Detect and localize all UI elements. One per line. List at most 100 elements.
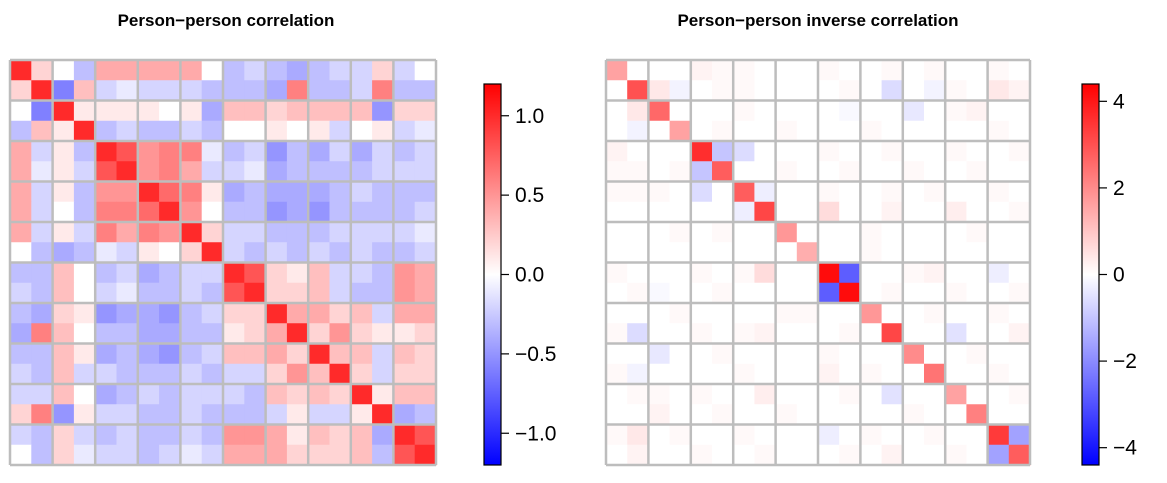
heatmap-cell bbox=[329, 181, 352, 203]
heatmap-cell bbox=[393, 181, 416, 203]
heatmap-cell bbox=[627, 80, 649, 101]
heatmap-cell bbox=[393, 444, 416, 466]
heatmap-grid-inverse-correlation bbox=[604, 58, 1032, 467]
heatmap-cell bbox=[223, 303, 245, 324]
heatmap-cell bbox=[648, 444, 670, 466]
heatmap-cell bbox=[31, 201, 53, 223]
heatmap-cell bbox=[95, 161, 117, 182]
heatmap-cell bbox=[10, 141, 32, 162]
heatmap-cell bbox=[223, 363, 245, 385]
heatmap-cell bbox=[223, 141, 245, 162]
heatmap-cell bbox=[945, 201, 967, 223]
heatmap-cell bbox=[308, 120, 330, 142]
chart-title-inverse-correlation: Person−person inverse correlation bbox=[677, 11, 958, 30]
heatmap-cell bbox=[606, 80, 628, 101]
heatmap-cell bbox=[116, 303, 139, 324]
heatmap-cell bbox=[775, 80, 798, 101]
heatmap-cell bbox=[95, 141, 117, 162]
heatmap-cell bbox=[754, 201, 776, 223]
heatmap-cell bbox=[95, 404, 117, 425]
heatmap-cell bbox=[223, 120, 245, 142]
heatmap-cell bbox=[775, 424, 798, 446]
heatmap-cell bbox=[73, 181, 96, 203]
heatmap-cell bbox=[95, 323, 117, 344]
heatmap-cell bbox=[775, 343, 798, 365]
heatmap-cell bbox=[712, 343, 734, 365]
heatmap-cell bbox=[52, 161, 75, 182]
heatmap-cell bbox=[159, 363, 181, 385]
heatmap-cell bbox=[10, 282, 32, 304]
heatmap-cell bbox=[733, 424, 755, 446]
heatmap-cell bbox=[987, 80, 1010, 101]
heatmap-cell bbox=[966, 444, 988, 466]
heatmap-cell bbox=[754, 363, 776, 385]
heatmap-cell bbox=[648, 100, 670, 122]
heatmap-cell bbox=[966, 100, 988, 122]
heatmap-cell bbox=[733, 201, 755, 223]
heatmap-cell bbox=[818, 80, 840, 101]
heatmap-cell bbox=[95, 444, 117, 466]
heatmap-cell bbox=[137, 282, 160, 304]
heatmap-cell bbox=[10, 242, 32, 263]
colorbar-tick-label: −2 bbox=[1113, 350, 1137, 373]
heatmap-cell bbox=[966, 181, 988, 203]
heatmap-cell bbox=[860, 242, 882, 263]
heatmap-cell bbox=[52, 242, 75, 263]
heatmap-cell bbox=[690, 100, 713, 122]
heatmap-cell bbox=[818, 181, 840, 203]
heatmap-cell bbox=[201, 242, 224, 263]
heatmap-cell bbox=[73, 60, 96, 81]
heatmap-cell bbox=[10, 222, 32, 243]
heatmap-cell bbox=[350, 222, 373, 243]
heatmap-cell bbox=[818, 161, 840, 182]
heatmap-cell bbox=[690, 444, 713, 466]
heatmap-cell bbox=[924, 222, 946, 243]
heatmap-cell bbox=[265, 120, 288, 142]
heatmap-cell bbox=[881, 242, 904, 263]
heatmap-cell bbox=[606, 262, 628, 284]
heatmap-cell bbox=[796, 141, 819, 162]
heatmap-cell bbox=[1008, 181, 1031, 203]
heatmap-cell bbox=[796, 222, 819, 243]
heatmap-cell bbox=[31, 404, 53, 425]
heatmap-cell bbox=[308, 343, 330, 365]
heatmap-cell bbox=[223, 161, 245, 182]
heatmap-cell bbox=[95, 201, 117, 223]
heatmap-cell bbox=[73, 141, 96, 162]
heatmap-cell bbox=[987, 100, 1010, 122]
heatmap-cell bbox=[116, 80, 139, 101]
heatmap-cell bbox=[818, 120, 840, 142]
heatmap-cell bbox=[414, 80, 437, 101]
heatmap-cell bbox=[712, 222, 734, 243]
heatmap-cell bbox=[159, 404, 181, 425]
heatmap-cell bbox=[201, 60, 224, 81]
heatmap-cell bbox=[606, 363, 628, 385]
heatmap-cell bbox=[137, 80, 160, 101]
heatmap-cell bbox=[881, 363, 904, 385]
heatmap-cell bbox=[860, 343, 882, 365]
heatmap-cell bbox=[839, 100, 861, 122]
heatmap-cell bbox=[137, 141, 160, 162]
heatmap-cell bbox=[796, 384, 819, 405]
heatmap-cell bbox=[414, 141, 437, 162]
colorbar-tick-label: 0.5 bbox=[515, 184, 544, 207]
heatmap-cell bbox=[265, 222, 288, 243]
heatmap-cell bbox=[137, 424, 160, 446]
heatmap-cell bbox=[987, 201, 1010, 223]
heatmap-cell bbox=[137, 384, 160, 405]
heatmap-cell bbox=[839, 60, 861, 81]
heatmap-cell bbox=[987, 242, 1010, 263]
heatmap-cell bbox=[393, 343, 416, 365]
heatmap-cell bbox=[201, 201, 224, 223]
heatmap-cell bbox=[31, 363, 53, 385]
heatmap-cell bbox=[924, 161, 946, 182]
heatmap-cell bbox=[116, 201, 139, 223]
heatmap-cell bbox=[627, 404, 649, 425]
heatmap-cell bbox=[159, 444, 181, 466]
heatmap-cell bbox=[627, 323, 649, 344]
heatmap-cell bbox=[265, 282, 288, 304]
heatmap-cell bbox=[924, 343, 946, 365]
heatmap-cell bbox=[286, 141, 309, 162]
heatmap-cell bbox=[669, 323, 692, 344]
heatmap-cell bbox=[329, 424, 352, 446]
